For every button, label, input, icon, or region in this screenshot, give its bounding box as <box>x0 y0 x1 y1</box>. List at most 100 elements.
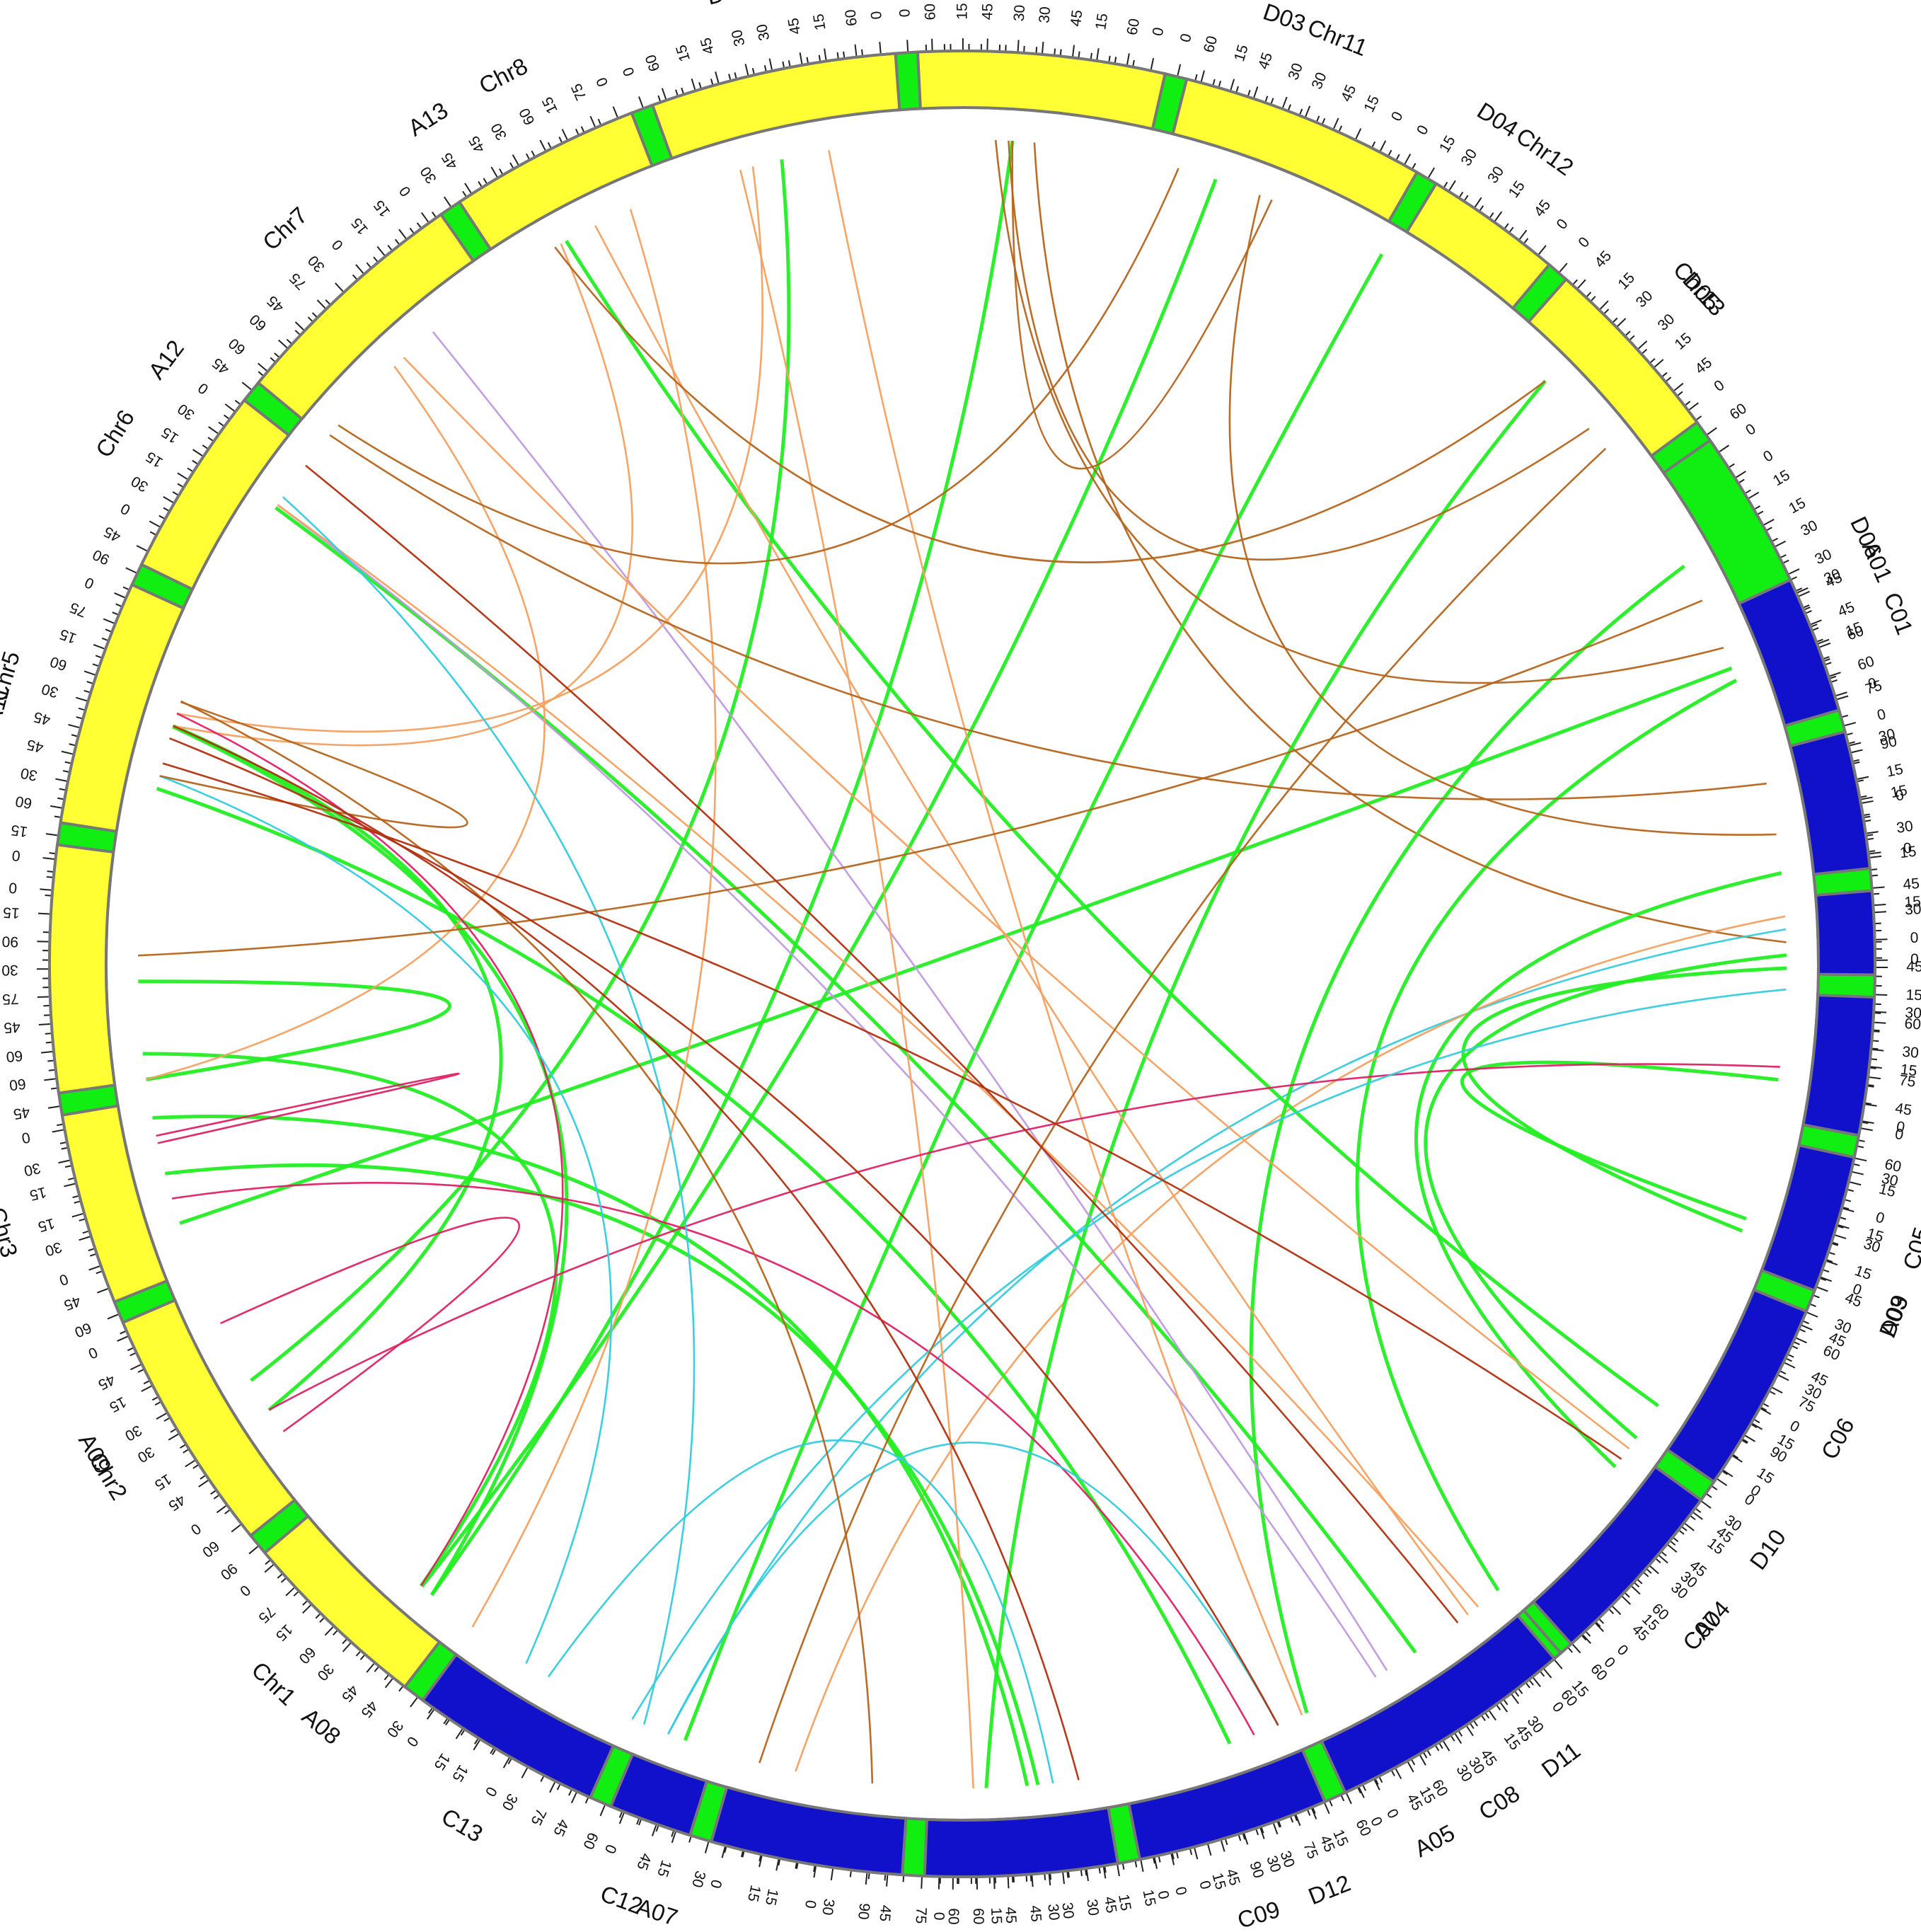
tick-label: 0 <box>868 11 885 21</box>
tick-label: 0 <box>1172 1885 1189 1897</box>
tick-label: 30 <box>383 1718 406 1740</box>
chromosome-C02 <box>1790 732 1870 875</box>
tick-label: 15 <box>158 424 181 447</box>
chromosome-ring <box>37 38 1888 1890</box>
tick-label: 0 <box>482 1784 500 1800</box>
tick-label: 45 <box>698 36 717 57</box>
link-A13-D10 <box>566 241 1658 1405</box>
tick-label: 0 <box>930 1911 947 1920</box>
label-Chr1: Chr1 <box>247 1657 301 1710</box>
chromosome-Chr13 <box>1529 280 1697 456</box>
tick-label: 45 <box>4 1018 21 1035</box>
chromosome-Chr8 <box>459 113 652 250</box>
label-Chr7: Chr7 <box>258 202 313 255</box>
tick-label: 30 <box>688 1869 709 1890</box>
link-D11-Chr6 <box>277 505 1478 1606</box>
tick-label: 75 <box>2 990 19 1007</box>
tick-label: 15 <box>744 1884 764 1904</box>
tick-label: 0 <box>1711 377 1727 395</box>
chromosome-Chr3 <box>62 1106 167 1302</box>
link-A11-Chr5 <box>160 702 468 827</box>
label-D10: D10 <box>1745 1524 1792 1575</box>
label-A08: A08 <box>297 1703 346 1749</box>
tick-label: 0 <box>896 8 913 18</box>
chromosome-C08 <box>1322 1616 1554 1793</box>
label-A12: A12 <box>143 335 189 384</box>
tick-label: 30 <box>1813 546 1835 568</box>
tick-label: 15 <box>954 3 970 19</box>
tick-label: 75 <box>287 270 310 293</box>
tick-label: 0 <box>1367 1815 1385 1829</box>
tick-label: 15 <box>1905 987 1921 1004</box>
tick-label: 45 <box>1531 197 1554 220</box>
label-C12: C12 <box>597 1880 647 1919</box>
tick-label: 15 <box>654 1858 674 1879</box>
tick-label: 45 <box>439 149 461 172</box>
tick-label: 60 <box>970 1908 986 1925</box>
tick-label: 15 <box>3 904 21 921</box>
tick-label: 30 <box>1083 1898 1102 1916</box>
tick-label: 15 <box>1208 1871 1228 1892</box>
label-Chr2: Chr2 <box>84 1448 133 1505</box>
tick-label: 0 <box>118 500 133 518</box>
chromosome-C10 <box>925 1807 1118 1877</box>
label-C05: C05 <box>1898 1224 1921 1273</box>
link-D11-Chr8 <box>595 226 1467 1615</box>
tick-label: 60 <box>48 653 69 674</box>
tick-label: 15 <box>57 626 79 647</box>
label-Chr3: Chr3 <box>0 1204 23 1260</box>
link-D06-Chr10 <box>996 140 1724 683</box>
link-D05-A13 <box>555 247 1545 562</box>
tick-label: 30 <box>417 163 440 186</box>
label-A03: A03 <box>1874 1292 1913 1340</box>
tick-label: 15 <box>1506 178 1528 201</box>
link-D06-Chr4 <box>138 601 1702 956</box>
label-A05: A05 <box>1410 1819 1459 1862</box>
link-A05-Chr6 <box>277 505 1375 1677</box>
tick-label: 60 <box>1727 401 1750 423</box>
tick-label: 0 <box>86 1344 100 1362</box>
tick-label: 30 <box>1285 61 1306 82</box>
tick-label: 15 <box>36 1215 57 1236</box>
tick-label: 0 <box>1903 840 1913 857</box>
tick-label: 30 <box>1044 1903 1062 1921</box>
label-C08: C08 <box>1474 1780 1524 1825</box>
tick-label: 45 <box>12 1103 31 1122</box>
tick-label: 60 <box>296 1643 319 1667</box>
tick-label: 30 <box>1896 818 1914 836</box>
chromosome-C07 <box>1533 1467 1701 1644</box>
tick-label: 30 <box>40 680 60 701</box>
tick-label: 60 <box>842 8 860 27</box>
tick-label: 0 <box>57 1270 71 1289</box>
tick-label: 45 <box>1068 9 1086 28</box>
tick-label: 0 <box>11 847 21 864</box>
link-A09-Chr2 <box>221 1218 519 1432</box>
tick-label: 30 <box>754 23 773 42</box>
tick-label: 15 <box>539 94 561 116</box>
tick-label: 60 <box>1201 34 1221 54</box>
tick-label: 0 <box>601 1842 620 1856</box>
label-D12: D12 <box>1305 1870 1354 1910</box>
tick-label: 15 <box>762 1887 781 1907</box>
tick-label: 0 <box>1760 447 1776 466</box>
tick-label: 60 <box>642 52 663 74</box>
tick-label: 15 <box>1900 1062 1918 1079</box>
tick-label: 0 <box>8 879 18 896</box>
tick-label: 30 <box>134 1443 157 1466</box>
label-A13: A13 <box>403 97 452 142</box>
label-D11: D11 <box>1537 1737 1586 1782</box>
tick-label: 0 <box>188 1520 204 1538</box>
link-A11-D13 <box>173 726 1079 1781</box>
tick-label: 15 <box>988 1907 1005 1924</box>
tick-label: 0 <box>1874 1209 1886 1227</box>
tick-label: 45 <box>1903 875 1920 893</box>
tick-label: 60 <box>517 105 538 127</box>
label-Chr13: Chr13 <box>1668 256 1731 321</box>
tick-label: 75 <box>527 1806 549 1828</box>
tick-label: 45 <box>550 1817 572 1839</box>
tick-label: 15 <box>28 1184 48 1204</box>
tick-label: 45 <box>1835 599 1857 620</box>
